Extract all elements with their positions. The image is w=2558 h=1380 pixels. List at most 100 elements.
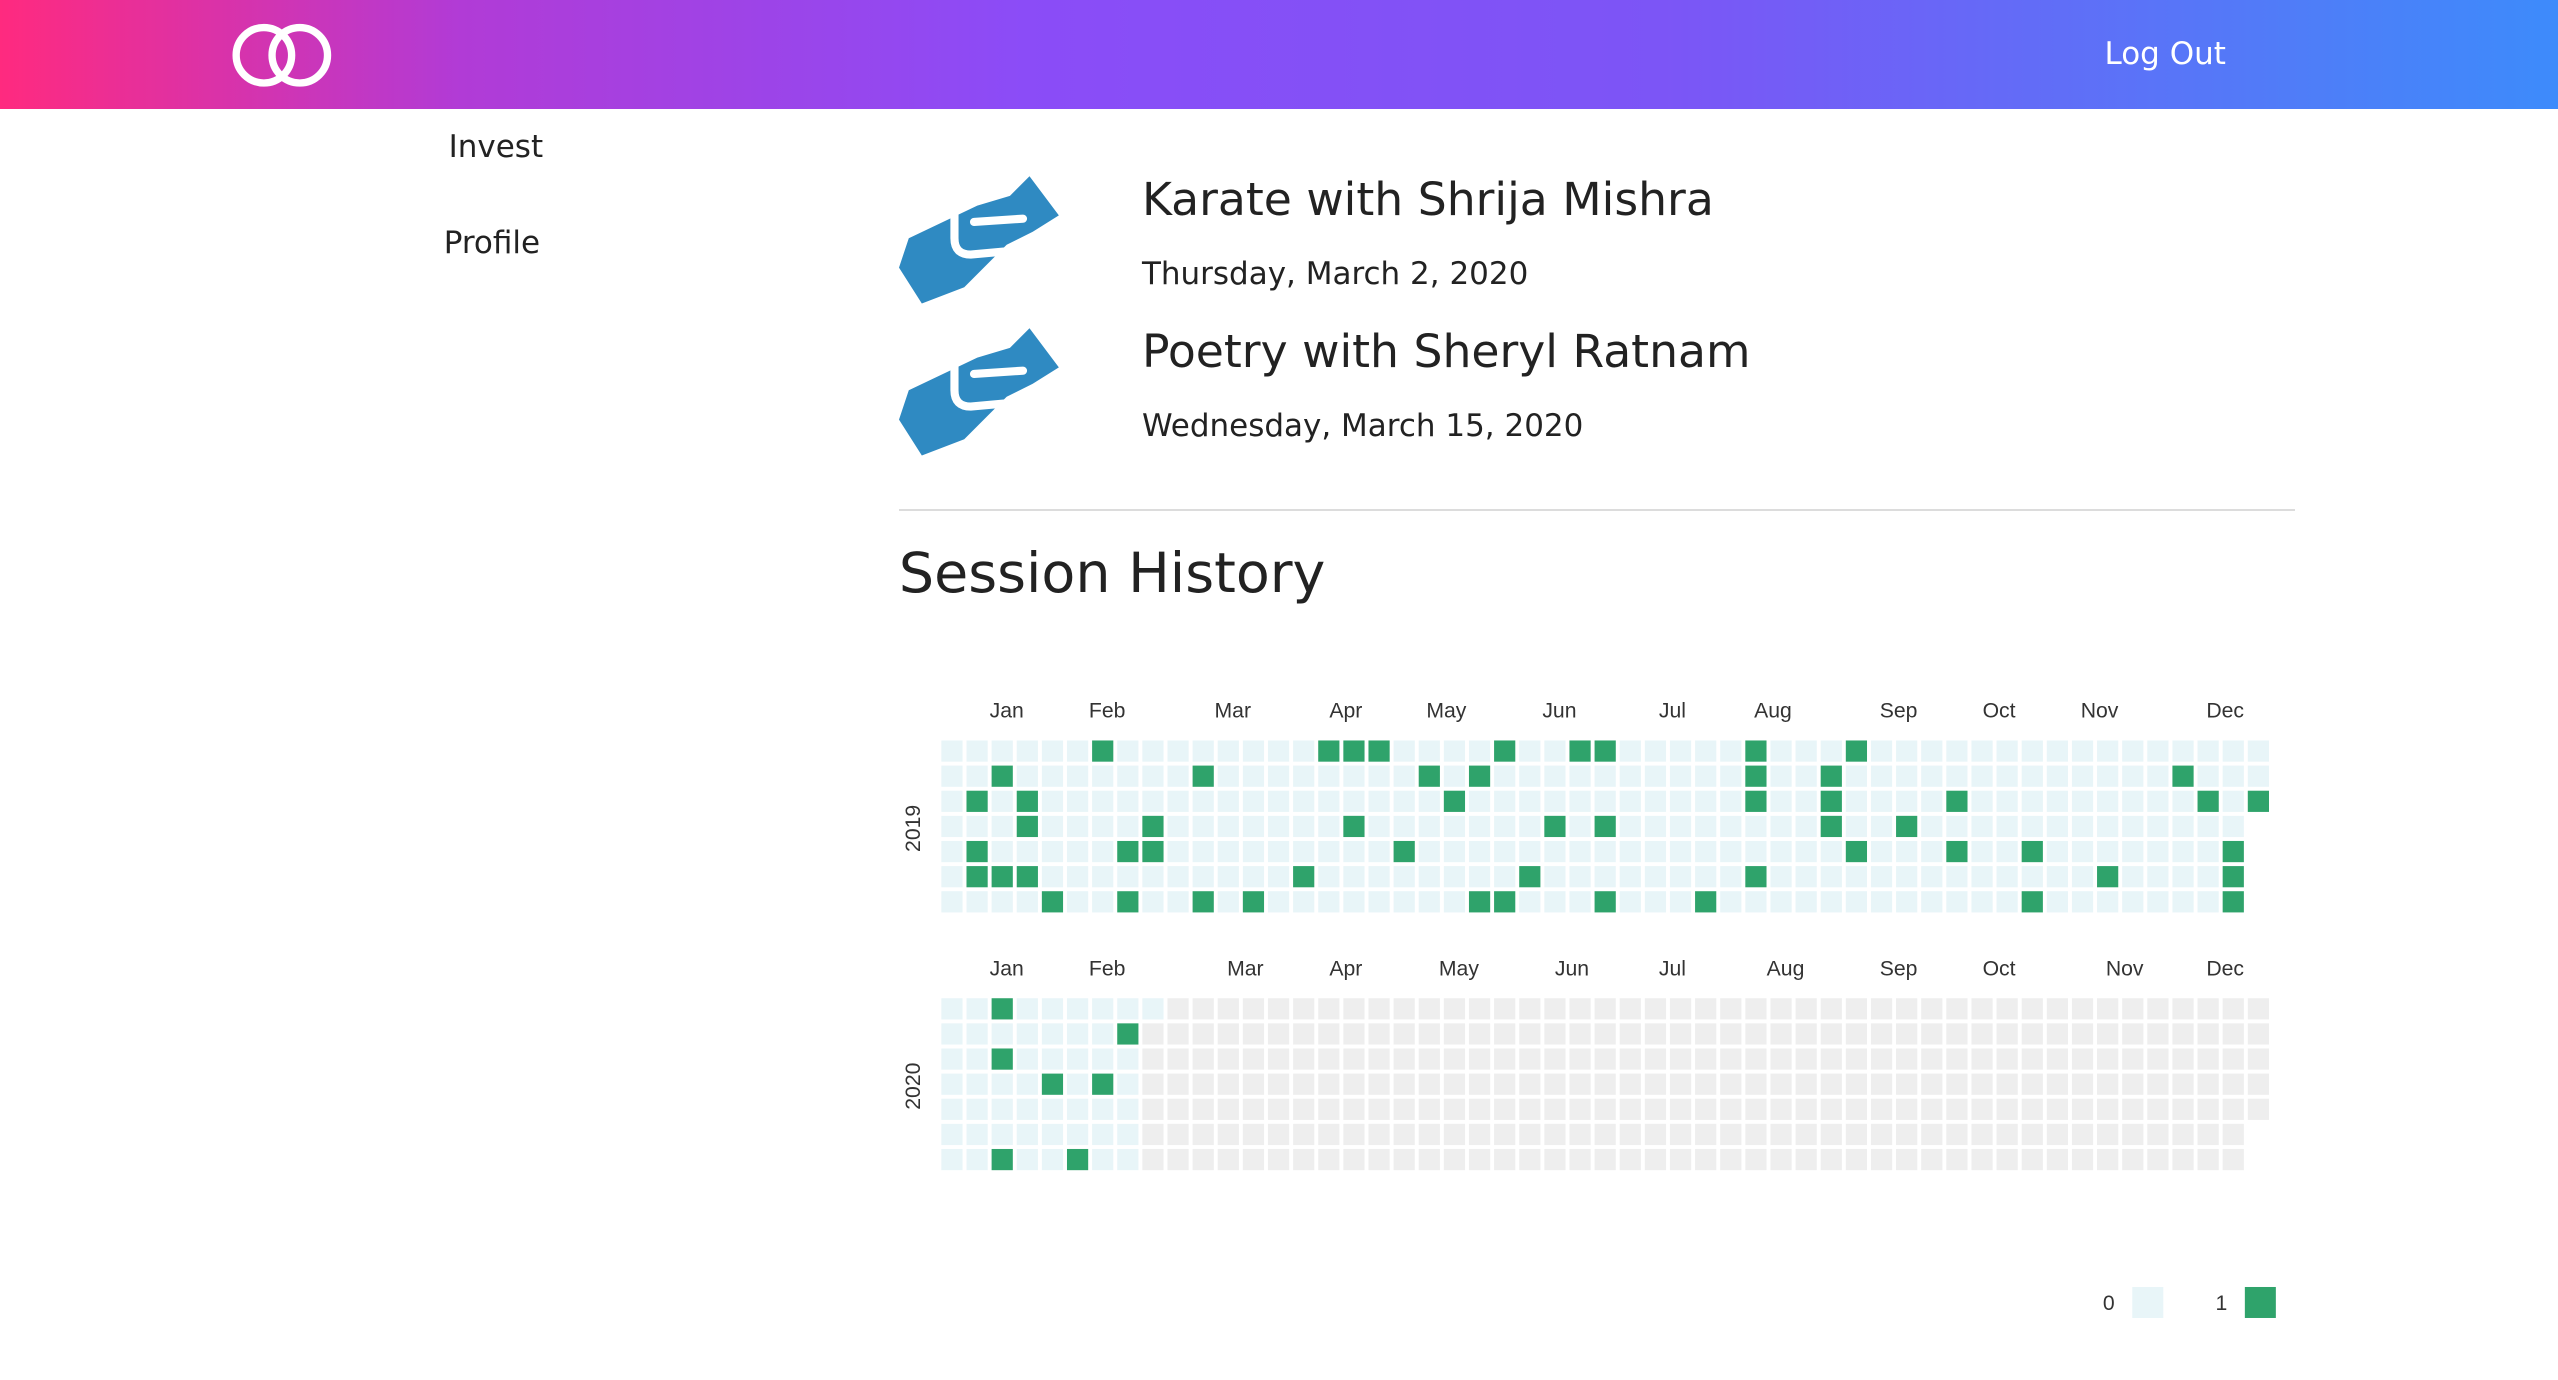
day-cell[interactable] (1092, 790, 1114, 813)
day-cell[interactable] (1267, 740, 1290, 762)
day-cell[interactable] (1192, 891, 1214, 913)
day-cell[interactable] (1293, 1098, 1315, 1121)
day-cell[interactable] (2222, 740, 2244, 762)
day-cell[interactable] (1795, 765, 1817, 787)
day-cell[interactable] (1242, 790, 1265, 813)
day-cell[interactable] (941, 740, 963, 762)
day-cell[interactable] (2071, 866, 2094, 888)
day-cell[interactable] (1921, 1124, 1943, 1146)
day-cell[interactable] (1142, 790, 1164, 813)
sidebar-item-profile[interactable]: Profile (443, 225, 541, 262)
day-cell[interactable] (1996, 1048, 2018, 1070)
day-cell[interactable] (2222, 816, 2244, 838)
day-cell[interactable] (1267, 1023, 1290, 1045)
day-cell[interactable] (2071, 1149, 2094, 1171)
day-cell[interactable] (2197, 998, 2219, 1020)
day-cell[interactable] (1619, 998, 1641, 1020)
day-cell[interactable] (2021, 1098, 2043, 1121)
day-cell[interactable] (966, 1098, 988, 1121)
day-cell[interactable] (1192, 1073, 1214, 1095)
day-cell[interactable] (1092, 866, 1114, 888)
day-cell[interactable] (1644, 740, 1666, 762)
day-cell[interactable] (1066, 891, 1089, 913)
day-cell[interactable] (1921, 740, 1943, 762)
day-cell[interactable] (1870, 1048, 1893, 1070)
day-cell[interactable] (1041, 1023, 1064, 1045)
day-cell[interactable] (1192, 740, 1214, 762)
day-cell[interactable] (2096, 816, 2119, 838)
day-cell[interactable] (1845, 891, 1867, 913)
day-cell[interactable] (1418, 1124, 1440, 1146)
day-cell[interactable] (991, 1098, 1013, 1121)
day-cell[interactable] (1870, 841, 1893, 863)
day-cell[interactable] (1845, 1048, 1867, 1070)
day-cell[interactable] (1393, 841, 1415, 863)
day-cell[interactable] (941, 1124, 963, 1146)
day-cell[interactable] (991, 841, 1013, 863)
day-cell[interactable] (1519, 816, 1541, 838)
day-cell[interactable] (1443, 816, 1465, 838)
day-cell[interactable] (1167, 1124, 1189, 1146)
day-cell[interactable] (1695, 1048, 1717, 1070)
day-cell[interactable] (1695, 1023, 1717, 1045)
day-cell[interactable] (1845, 998, 1867, 1020)
day-cell[interactable] (991, 1073, 1013, 1095)
day-cell[interactable] (1820, 841, 1842, 863)
day-cell[interactable] (1644, 866, 1666, 888)
sidebar-item-invest[interactable]: Invest (448, 128, 544, 165)
day-cell[interactable] (2172, 1098, 2194, 1121)
day-cell[interactable] (2096, 1124, 2119, 1146)
day-cell[interactable] (1117, 740, 1139, 762)
day-cell[interactable] (1594, 1048, 1616, 1070)
day-cell[interactable] (1066, 1048, 1089, 1070)
day-cell[interactable] (1167, 765, 1189, 787)
day-cell[interactable] (1016, 998, 1038, 1020)
day-cell[interactable] (1117, 816, 1139, 838)
day-cell[interactable] (2222, 790, 2244, 813)
day-cell[interactable] (1720, 816, 1742, 838)
day-cell[interactable] (1167, 1098, 1189, 1121)
day-cell[interactable] (1720, 1023, 1742, 1045)
day-cell[interactable] (1720, 891, 1742, 913)
day-cell[interactable] (1896, 841, 1918, 863)
day-cell[interactable] (1443, 765, 1465, 787)
day-cell[interactable] (1921, 816, 1943, 838)
day-cell[interactable] (1393, 998, 1415, 1020)
day-cell[interactable] (1770, 891, 1792, 913)
day-cell[interactable] (1644, 1048, 1666, 1070)
day-cell[interactable] (2147, 765, 2169, 787)
day-cell[interactable] (1770, 790, 1792, 813)
day-cell[interactable] (1946, 1149, 1968, 1171)
day-cell[interactable] (1167, 998, 1189, 1020)
day-cell[interactable] (2247, 1073, 2269, 1095)
day-cell[interactable] (1921, 1149, 1943, 1171)
day-cell[interactable] (1443, 998, 1465, 1020)
day-cell[interactable] (1293, 866, 1315, 888)
day-cell[interactable] (2147, 1098, 2169, 1121)
day-cell[interactable] (1870, 1073, 1893, 1095)
day-cell[interactable] (1117, 1124, 1139, 1146)
day-cell[interactable] (1192, 1048, 1214, 1070)
day-cell[interactable] (1845, 765, 1867, 787)
day-cell[interactable] (2122, 1073, 2144, 1095)
day-cell[interactable] (1795, 1073, 1817, 1095)
day-cell[interactable] (1569, 790, 1591, 813)
day-cell[interactable] (1192, 1098, 1214, 1121)
day-cell[interactable] (1669, 790, 1692, 813)
day-cell[interactable] (1167, 1048, 1189, 1070)
interlocked-rings-icon[interactable] (228, 21, 336, 90)
day-cell[interactable] (1795, 1023, 1817, 1045)
day-cell[interactable] (1720, 1124, 1742, 1146)
day-cell[interactable] (1594, 1073, 1616, 1095)
day-cell[interactable] (2172, 998, 2194, 1020)
day-cell[interactable] (1368, 841, 1390, 863)
day-cell[interactable] (1996, 1149, 2018, 1171)
day-cell[interactable] (1217, 816, 1239, 838)
day-cell[interactable] (1242, 998, 1265, 1020)
day-cell[interactable] (1343, 1048, 1365, 1070)
day-cell[interactable] (941, 1073, 963, 1095)
day-cell[interactable] (1468, 1149, 1491, 1171)
day-cell[interactable] (1519, 765, 1541, 787)
day-cell[interactable] (991, 866, 1013, 888)
day-cell[interactable] (2147, 1048, 2169, 1070)
